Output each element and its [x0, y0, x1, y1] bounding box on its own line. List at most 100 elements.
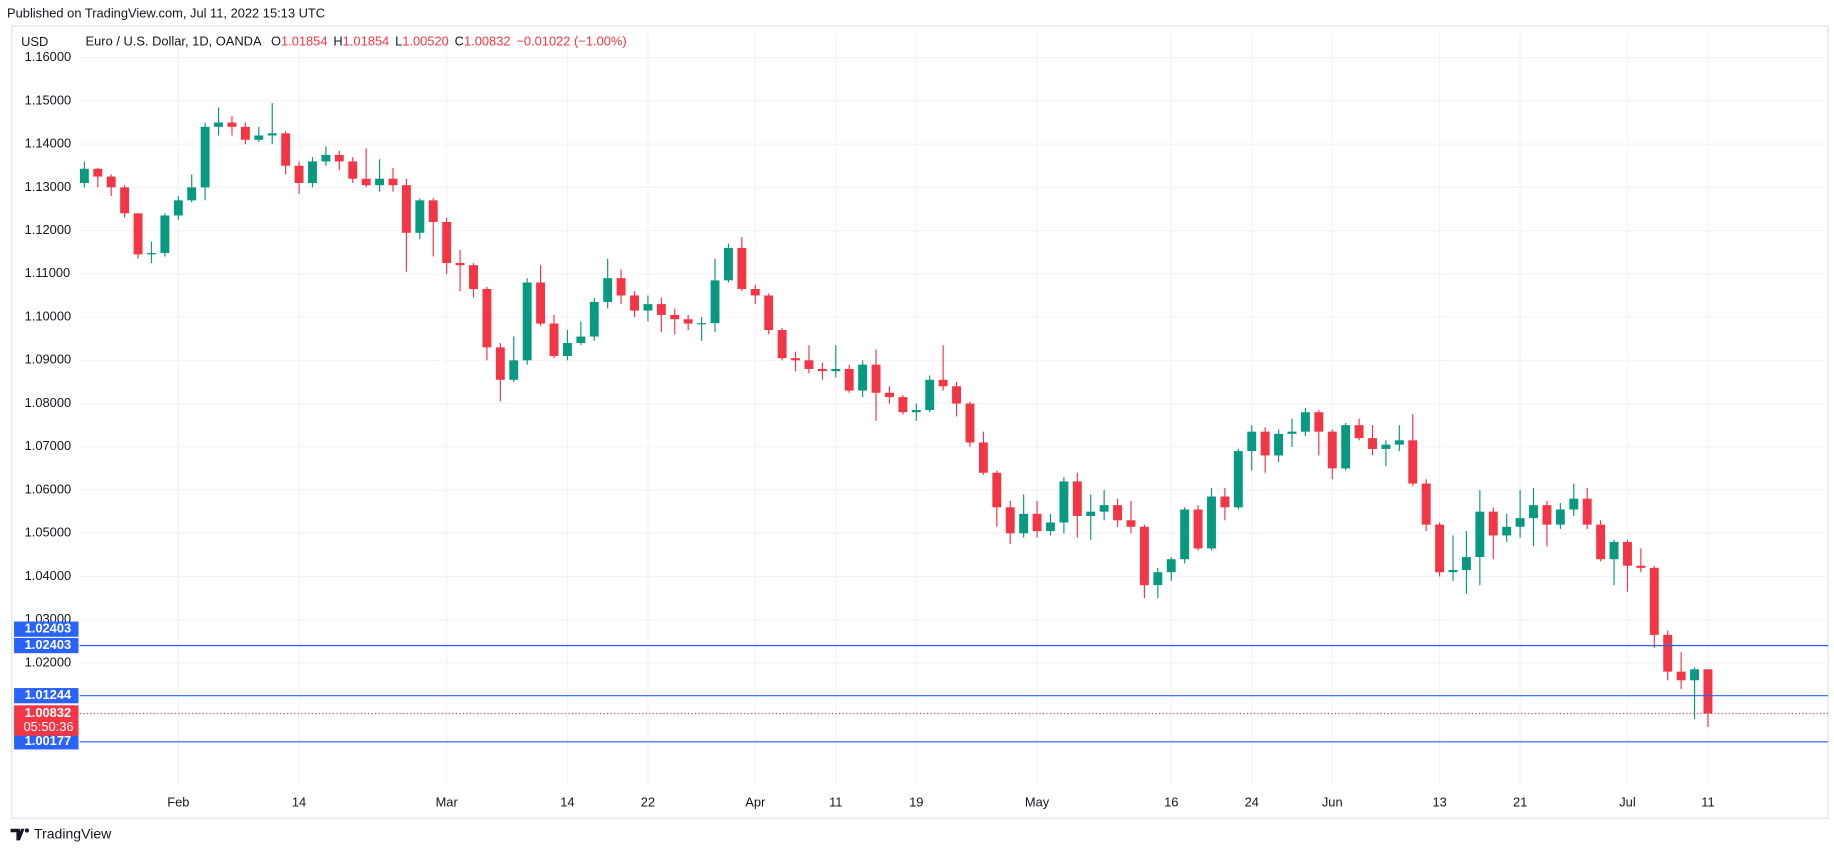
candle-body — [267, 133, 277, 136]
candle-body — [1354, 425, 1364, 439]
candle-body — [93, 168, 103, 177]
candle-body — [777, 330, 787, 359]
price-line-box — [14, 637, 79, 654]
y-tick-label: 1.02000 — [25, 654, 72, 669]
legend-value: 1.01854 — [281, 34, 328, 49]
candle-body — [697, 323, 707, 325]
candle-body — [764, 295, 774, 331]
candle-body — [938, 379, 948, 387]
candle-body — [1113, 505, 1123, 521]
candle-body — [1555, 509, 1565, 525]
legend-symbol: Euro / U.S. Dollar, 1D, OANDA — [86, 34, 262, 49]
candle-body — [831, 368, 841, 372]
candle-body — [643, 304, 653, 311]
candle-body — [844, 368, 854, 391]
x-tick-label: May — [1025, 794, 1050, 809]
candle-body — [1421, 483, 1431, 525]
candle-body — [469, 265, 478, 289]
x-tick-label: 19 — [909, 794, 923, 809]
y-tick-label: 1.13000 — [25, 179, 72, 194]
price-line-label: 1.00177 — [25, 733, 72, 748]
candle-body — [1488, 511, 1498, 536]
candle-body — [791, 358, 800, 361]
last-price-label: 1.00832 — [25, 705, 72, 720]
legend-key: O — [271, 34, 281, 49]
y-tick-label: 1.05000 — [25, 525, 72, 540]
candle-body — [858, 364, 868, 391]
candle-body — [1609, 541, 1619, 560]
x-tick-label: Apr — [745, 794, 766, 809]
price-line-label: 1.02403 — [25, 621, 72, 636]
candle-body — [723, 247, 733, 281]
candle-body — [133, 213, 143, 255]
legend-change: −0.01022 (−1.00%) — [516, 34, 626, 49]
legend-key: C — [455, 34, 464, 49]
y-tick-label: 1.11000 — [25, 265, 71, 280]
candle-body — [1596, 524, 1606, 560]
candle-body — [294, 165, 304, 184]
candle-body — [1623, 541, 1632, 566]
x-tick-label: 21 — [1513, 794, 1527, 809]
candle-body — [1327, 431, 1337, 469]
brand-logo — [10, 828, 30, 841]
price-line-box — [14, 734, 79, 750]
candle-body — [1435, 524, 1445, 573]
x-tick-label: Feb — [167, 794, 189, 809]
candle-body — [1220, 496, 1230, 508]
y-tick-label: 1.09000 — [25, 352, 72, 367]
candle-body — [817, 368, 827, 372]
candle-body — [522, 282, 532, 361]
candle-body — [1287, 431, 1297, 434]
candle-body — [965, 403, 975, 443]
candle-body — [710, 280, 720, 324]
plot — [79, 33, 1829, 786]
candle-body — [1180, 509, 1190, 560]
x-tick-label: 14 — [292, 794, 306, 809]
candle-body — [442, 221, 452, 264]
candle-body — [1166, 559, 1176, 573]
x-tick-label: Jul — [1619, 794, 1635, 809]
candle-body — [482, 288, 492, 348]
x-tick-label: 11 — [829, 794, 842, 809]
y-tick-label: 1.15000 — [25, 92, 72, 107]
x-tick-label: Mar — [436, 794, 459, 809]
candle-body — [871, 364, 881, 393]
candle-body — [173, 200, 183, 216]
candle-body — [321, 154, 331, 162]
candle-body — [1072, 481, 1082, 516]
x-tick-label: 24 — [1245, 794, 1259, 809]
y-tick-label: 1.07000 — [25, 438, 72, 453]
candle-body — [630, 295, 639, 311]
candle-body — [1032, 513, 1042, 532]
published-note: Published on TradingView.com, Jul 11, 20… — [7, 6, 325, 21]
candle-body — [1019, 513, 1029, 534]
candle-body — [361, 178, 371, 186]
y-tick-label: 1.06000 — [25, 481, 72, 496]
candle-body — [1139, 526, 1149, 586]
x-tick-label: Jun — [1322, 794, 1343, 809]
candle-body — [1636, 565, 1646, 568]
candle-body — [750, 288, 760, 296]
candle-body — [415, 200, 425, 233]
candle-body — [589, 301, 599, 337]
candle-body — [106, 176, 116, 188]
candle-body — [1059, 481, 1069, 523]
legend-key: L — [395, 34, 402, 49]
candle-body — [1274, 433, 1284, 456]
candle-body — [1193, 509, 1203, 549]
y-tick-label: 1.16000 — [25, 49, 72, 64]
candle-body — [804, 360, 814, 369]
candle-body — [120, 187, 130, 214]
candle-body — [495, 347, 505, 380]
candle-body — [1314, 412, 1324, 432]
candle-body — [1703, 669, 1713, 714]
candle-body — [334, 154, 344, 162]
price-line-label: 1.01244 — [25, 687, 72, 702]
candle-body — [200, 126, 210, 188]
candle-body — [1126, 520, 1136, 527]
legend-value: 1.00520 — [402, 34, 449, 49]
x-tick-label: 14 — [560, 794, 574, 809]
candle-body — [1368, 438, 1377, 449]
